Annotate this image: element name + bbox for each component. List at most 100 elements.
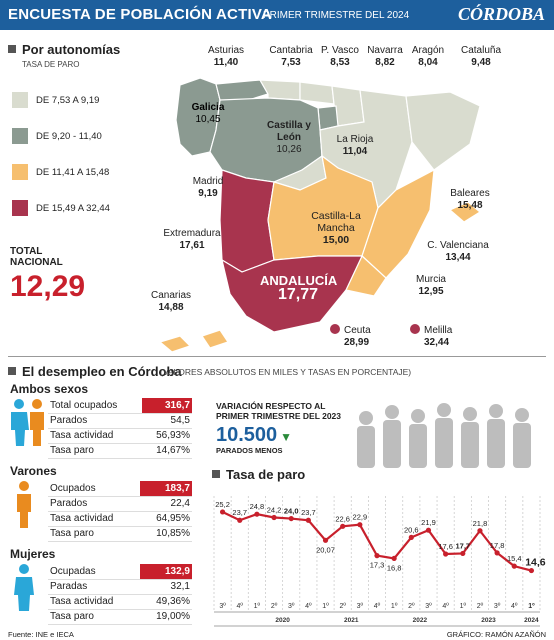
data-point: [460, 550, 466, 557]
cordoba-section-note: (VALORES ABSOLUTOS EN MILES Y TASAS EN P…: [160, 367, 412, 377]
label-andalucia: ANDALUCÍA 17,77: [260, 273, 338, 303]
cordoba-section-title: El desempleo en Córdoba: [8, 364, 182, 379]
group-title-varones: Varones: [10, 464, 57, 478]
legend-item-1: DE 7,53 A 9,19: [12, 92, 99, 108]
group-title-ambos: Ambos sexos: [10, 382, 89, 396]
legend-item-3: DE 11,41 A 15,48: [12, 164, 109, 180]
data-label: 15,4: [507, 554, 522, 563]
x-tick-label: 3º: [494, 603, 501, 610]
variation-caption: PARADOS MENOS: [216, 446, 283, 455]
table-row: Tasa paro 10,85%: [48, 526, 192, 542]
data-label: 22,9: [353, 513, 368, 522]
region-pvasco: [299, 81, 335, 105]
x-tick-label: 1º: [391, 603, 398, 610]
woman-icon: [14, 564, 34, 611]
data-point: [494, 550, 500, 556]
region-andalucia: [221, 255, 363, 333]
label-larioja: La Rioja 11,04: [336, 134, 374, 157]
x-tick-label: 1º: [254, 603, 261, 610]
data-label: 17,8: [490, 541, 505, 550]
legend-swatch: [12, 164, 28, 180]
x-tick-label: 4º: [237, 603, 244, 610]
variation-title: VARIACIÓN RESPECTO AL PRIMER TRIMESTRE DE…: [216, 401, 342, 421]
spain-map: [158, 77, 482, 353]
label-baleares: Baleares 15,48: [450, 188, 490, 211]
section-marker: [8, 45, 16, 53]
label-pvasco: P. Vasco 8,53: [321, 45, 359, 68]
variation-value: 10.500 ▼: [216, 424, 293, 446]
data-label: 21,8: [473, 519, 488, 528]
table-ambos: Total ocupados 316,7 Parados 54,5 Tasa act…: [48, 398, 192, 459]
table-row: Tasa actividad 49,36%: [48, 594, 192, 610]
data-point: [374, 553, 380, 559]
x-tick-label: 4º: [305, 603, 312, 610]
x-tick-label: 2º: [408, 603, 415, 610]
data-point: [477, 528, 483, 534]
data-label: 17,7: [455, 541, 470, 550]
table-row: Tasa paro 14,67%: [48, 443, 192, 459]
chart-title: Tasa de paro: [212, 467, 305, 482]
data-label: 21,9: [421, 518, 436, 527]
label-aragon: Aragón 8,04: [411, 45, 445, 68]
year-label: 2021: [344, 617, 359, 624]
data-point: [271, 514, 277, 521]
data-point: [219, 509, 226, 515]
table-mujeres: Ocupadas 132,9 Paradas 32,1 Tasa actividad…: [48, 564, 192, 625]
table-row: Ocupadas 132,9: [48, 564, 192, 580]
x-tick-label: 4º: [511, 603, 518, 610]
label-asturias: Asturias 11,40: [207, 45, 245, 68]
table-row: Parados 22,4: [48, 496, 192, 512]
year-label: 2020: [275, 617, 290, 624]
label-canarias: Canarias 14,88: [150, 290, 192, 313]
data-label: 16,8: [387, 563, 402, 572]
data-label: 20,07: [316, 545, 335, 554]
x-tick-label: 3º: [288, 603, 295, 610]
region-cataluna: [405, 91, 481, 171]
map-section-title: Por autonomías: [8, 42, 120, 57]
section-marker: [8, 367, 16, 375]
section-divider: [8, 356, 546, 357]
data-point: [357, 522, 363, 528]
data-point: [322, 537, 329, 543]
year-label: 2024: [524, 617, 539, 624]
ceuta-dot: [330, 324, 340, 334]
people-both-icon: [11, 399, 44, 446]
map-section-subtitle: TASA DE PARO: [22, 60, 80, 69]
label-murcia: Murcia 12,95: [415, 274, 446, 297]
table-row: Tasa actividad 56,93%: [48, 428, 192, 444]
data-point: [443, 551, 449, 557]
total-value: 12,29: [10, 270, 86, 303]
legend-item-2: DE 9,20 - 11,40: [12, 128, 102, 144]
data-label: 25,2: [215, 500, 230, 509]
section-marker: [212, 470, 220, 478]
label-castillayleon: Castilla y León 10,26: [267, 120, 311, 155]
footer-source: Fuente: INE e IECA: [8, 630, 74, 639]
data-label: 22,6: [335, 514, 350, 523]
crowd-silhouette-icon: [357, 403, 531, 468]
x-tick-label: 1º: [460, 603, 467, 610]
x-tick-label: 1º: [528, 603, 535, 610]
legend-swatch: [12, 128, 28, 144]
data-point: [528, 567, 535, 574]
label-cataluna: Cataluña 9,48: [460, 45, 502, 68]
label-cantabria: Cantabria 7,53: [269, 45, 313, 68]
data-point: [254, 511, 260, 517]
legend-swatch: [12, 92, 28, 108]
table-row: Tasa actividad 64,95%: [48, 511, 192, 527]
table-row: Ocupados 183,7: [48, 481, 192, 497]
label-cvalenciana: C. Valenciana 13,44: [427, 240, 489, 263]
data-point: [511, 563, 517, 569]
label-castillalamancha: Castilla-La Mancha 15,00: [311, 210, 361, 246]
table-row: Total ocupados 316,7: [48, 398, 192, 414]
header-bar: ENCUESTA DE POBLACIÓN ACTIVA PRIMER TRIM…: [0, 0, 554, 30]
data-label: 23,7: [301, 508, 316, 517]
label-madrid: Madrid 9,19: [192, 176, 224, 199]
table-row: Paradas 32,1: [48, 579, 192, 595]
data-label: 24,0: [284, 507, 299, 516]
x-tick-label: 3º: [219, 603, 226, 610]
group-title-mujeres: Mujeres: [10, 547, 56, 561]
data-point: [340, 523, 346, 529]
total-label: TOTAL NACIONAL: [10, 246, 63, 268]
legend-swatch: [12, 200, 28, 216]
